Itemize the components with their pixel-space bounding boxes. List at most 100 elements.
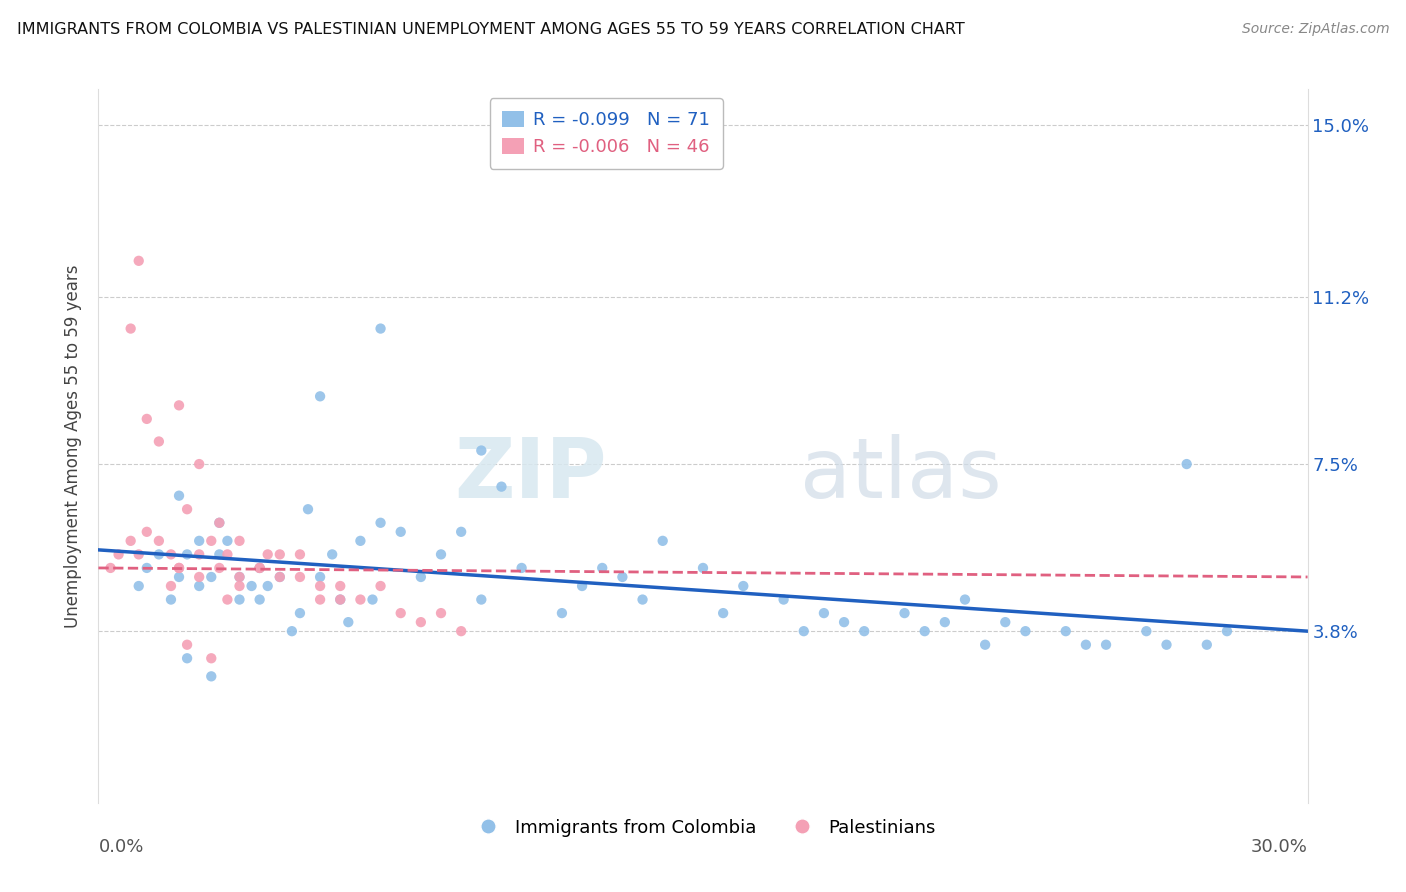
- Point: [329, 592, 352, 607]
- Point: [256, 579, 278, 593]
- Point: [188, 579, 211, 593]
- Point: [337, 615, 360, 629]
- Point: [217, 548, 239, 562]
- Point: [160, 548, 183, 562]
- Point: [321, 548, 343, 562]
- Point: [217, 592, 239, 607]
- Point: [167, 561, 190, 575]
- Point: [450, 624, 472, 639]
- Point: [167, 570, 190, 584]
- Point: [361, 592, 384, 607]
- Point: [450, 524, 472, 539]
- Point: [309, 592, 332, 607]
- Point: [228, 579, 250, 593]
- Point: [349, 533, 371, 548]
- Point: [631, 592, 654, 607]
- Point: [349, 592, 371, 607]
- Point: [329, 592, 352, 607]
- Point: [591, 561, 613, 575]
- Point: [934, 615, 956, 629]
- Point: [188, 533, 211, 548]
- Point: [389, 606, 412, 620]
- Point: [692, 561, 714, 575]
- Point: [217, 533, 239, 548]
- Point: [510, 561, 533, 575]
- Point: [128, 548, 150, 562]
- Point: [430, 606, 453, 620]
- Point: [651, 533, 673, 548]
- Point: [370, 516, 392, 530]
- Point: [200, 533, 222, 548]
- Point: [269, 548, 291, 562]
- Point: [100, 561, 122, 575]
- Point: [167, 398, 190, 412]
- Point: [135, 561, 157, 575]
- Text: atlas: atlas: [800, 434, 1001, 515]
- Point: [281, 624, 304, 639]
- Point: [329, 579, 352, 593]
- Point: [120, 321, 142, 335]
- Point: [974, 638, 997, 652]
- Point: [1014, 624, 1036, 639]
- Point: [370, 579, 392, 593]
- Point: [249, 561, 271, 575]
- Point: [120, 533, 142, 548]
- Point: [571, 579, 593, 593]
- Point: [297, 502, 319, 516]
- Point: [470, 592, 492, 607]
- Point: [128, 579, 150, 593]
- Point: [160, 579, 183, 593]
- Point: [711, 606, 734, 620]
- Point: [188, 548, 211, 562]
- Point: [309, 389, 332, 403]
- Point: [813, 606, 835, 620]
- Text: 0.0%: 0.0%: [98, 838, 143, 856]
- Point: [1135, 624, 1157, 639]
- Point: [176, 651, 198, 665]
- Text: Source: ZipAtlas.com: Source: ZipAtlas.com: [1241, 22, 1389, 37]
- Point: [309, 579, 332, 593]
- Point: [128, 253, 150, 268]
- Point: [409, 570, 432, 584]
- Point: [249, 561, 271, 575]
- Point: [167, 561, 190, 575]
- Point: [148, 548, 170, 562]
- Point: [228, 570, 250, 584]
- Point: [914, 624, 936, 639]
- Point: [269, 570, 291, 584]
- Point: [249, 561, 271, 575]
- Point: [200, 651, 222, 665]
- Point: [1054, 624, 1077, 639]
- Point: [409, 615, 432, 629]
- Point: [389, 524, 412, 539]
- Text: ZIP: ZIP: [454, 434, 606, 515]
- Point: [853, 624, 876, 639]
- Point: [1195, 638, 1218, 652]
- Point: [228, 570, 250, 584]
- Point: [1156, 638, 1178, 652]
- Point: [491, 480, 513, 494]
- Point: [200, 669, 222, 683]
- Point: [470, 443, 492, 458]
- Point: [200, 570, 222, 584]
- Point: [1074, 638, 1097, 652]
- Point: [107, 548, 129, 562]
- Point: [176, 638, 198, 652]
- Point: [288, 548, 311, 562]
- Y-axis label: Unemployment Among Ages 55 to 59 years: Unemployment Among Ages 55 to 59 years: [63, 264, 82, 628]
- Point: [249, 592, 271, 607]
- Point: [1216, 624, 1239, 639]
- Point: [832, 615, 855, 629]
- Point: [135, 412, 157, 426]
- Point: [733, 579, 755, 593]
- Text: 30.0%: 30.0%: [1251, 838, 1308, 856]
- Point: [256, 548, 278, 562]
- Point: [1095, 638, 1118, 652]
- Point: [228, 533, 250, 548]
- Point: [228, 592, 250, 607]
- Point: [135, 524, 157, 539]
- Point: [551, 606, 574, 620]
- Point: [208, 516, 231, 530]
- Point: [208, 516, 231, 530]
- Point: [188, 457, 211, 471]
